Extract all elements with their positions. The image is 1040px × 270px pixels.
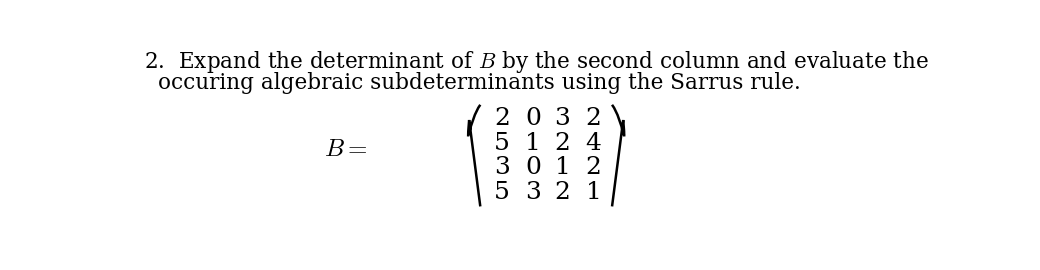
Text: 2: 2 (586, 156, 601, 180)
Text: 3: 3 (494, 156, 510, 180)
Text: 3: 3 (525, 181, 541, 204)
Text: occuring algebraic subdeterminants using the Sarrus rule.: occuring algebraic subdeterminants using… (158, 72, 801, 94)
Text: 1: 1 (525, 132, 541, 155)
Text: 5: 5 (494, 181, 510, 204)
Text: 0: 0 (525, 107, 541, 130)
Text: 2.  Expand the determinant of $B$ by the second column and evaluate the: 2. Expand the determinant of $B$ by the … (144, 49, 929, 75)
Text: 4: 4 (586, 132, 601, 155)
Text: 1: 1 (554, 156, 570, 180)
Text: 2: 2 (586, 107, 601, 130)
Text: 5: 5 (494, 132, 510, 155)
Text: $B =$: $B =$ (323, 138, 367, 161)
Text: 2: 2 (494, 107, 510, 130)
Text: 0: 0 (525, 156, 541, 180)
Text: 2: 2 (554, 132, 570, 155)
Text: 2: 2 (554, 181, 570, 204)
Text: 1: 1 (586, 181, 601, 204)
Text: 3: 3 (554, 107, 570, 130)
